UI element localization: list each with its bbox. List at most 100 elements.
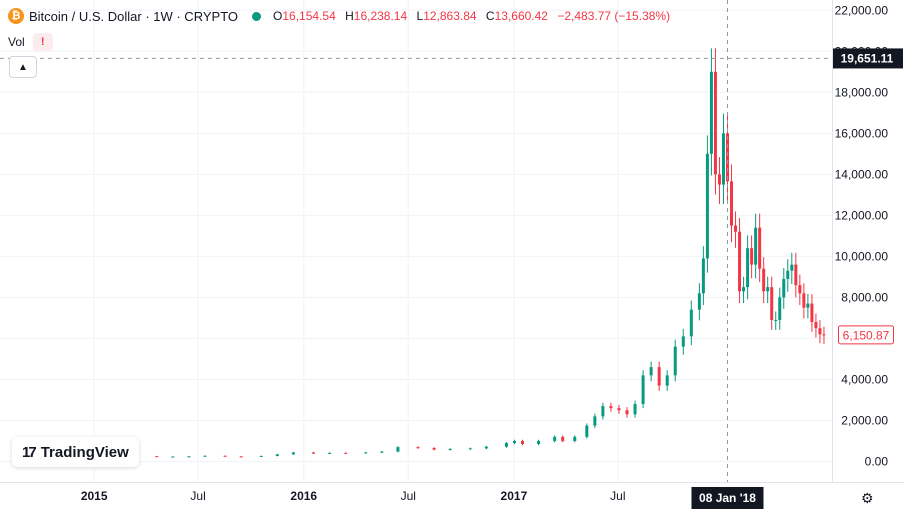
- candle-body: [657, 367, 661, 386]
- candle-body: [798, 285, 802, 294]
- settings-gear-icon[interactable]: ⚙: [861, 490, 874, 506]
- candle-body: [802, 293, 806, 308]
- candle-body: [713, 71, 717, 175]
- candle-body: [730, 181, 734, 226]
- candle-body: [782, 278, 786, 298]
- candle-body: [766, 287, 770, 292]
- time-tick-label: 2016: [290, 489, 317, 503]
- candle-body: [818, 328, 822, 335]
- price-tick-label: 8,000.00: [841, 290, 888, 304]
- candle-body: [786, 270, 790, 279]
- candle-body: [512, 440, 516, 444]
- candle-body: [448, 448, 452, 450]
- candle-body: [432, 447, 436, 450]
- time-tick-label: 2017: [501, 489, 528, 503]
- price-tick-label: 12,000.00: [835, 208, 889, 222]
- symbol-title[interactable]: Bitcoin / U.S. Dollar · 1W · CRYPTO: [29, 8, 239, 24]
- candle-body: [738, 231, 742, 292]
- candle-body: [553, 436, 557, 441]
- time-tick-label: Jul: [190, 489, 205, 503]
- candle-body: [187, 456, 191, 458]
- candle-body: [617, 408, 621, 411]
- price-tick-label: 14,000.00: [835, 167, 889, 181]
- candle-body: [697, 293, 701, 310]
- candle-body: [537, 440, 541, 445]
- tradingview-logo-text: TradingView: [40, 443, 129, 461]
- price-tick-label: 0.00: [865, 454, 889, 468]
- price-axis[interactable]: 0.002,000.004,000.006,000.008,000.0010,0…: [832, 0, 904, 482]
- candle-body: [275, 454, 279, 456]
- candle-body: [328, 452, 332, 454]
- candle-body: [641, 375, 645, 405]
- candle-body: [806, 303, 810, 308]
- candle-body: [609, 406, 613, 409]
- candle-body: [468, 448, 472, 450]
- crosshair-price-marker: [833, 48, 903, 69]
- candle-body: [701, 258, 705, 294]
- candlestick-series: [14, 48, 826, 458]
- warning-icon[interactable]: !: [32, 33, 53, 51]
- candle-body: [171, 456, 175, 458]
- candle-body: [734, 225, 738, 232]
- open-value: 16,154.54: [282, 9, 336, 23]
- price-tick-label: 2,000.00: [841, 413, 888, 427]
- candle-body: [689, 309, 693, 337]
- candle-body: [259, 455, 263, 457]
- low-key: L: [416, 9, 424, 23]
- candle-body: [155, 456, 159, 458]
- candle-body: [717, 174, 721, 185]
- high-key: H: [345, 9, 354, 23]
- price-tick-label: 22,000.00: [835, 3, 889, 17]
- close-key: C: [485, 9, 495, 23]
- crosshair: [0, 0, 832, 482]
- candle-body: [790, 264, 794, 271]
- candle-body: [625, 410, 629, 415]
- candle-body: [794, 264, 798, 286]
- candle-body: [746, 248, 750, 288]
- candle-body: [742, 287, 746, 292]
- time-axis[interactable]: 2015 Jul 2016 Jul 2017 Jul: [0, 482, 904, 504]
- open-key: O: [273, 9, 283, 23]
- crosshair-date-marker: [691, 487, 764, 509]
- volume-label[interactable]: Vol: [8, 35, 25, 49]
- candle-body: [380, 451, 384, 453]
- market-status-icon[interactable]: [252, 11, 262, 21]
- symbol-legend: ₿ Bitcoin / U.S. Dollar · 1W · CRYPTO O1…: [8, 8, 676, 24]
- crosshair-price-label: 19,651.11: [841, 51, 894, 65]
- candle-body: [705, 153, 709, 259]
- time-tick-label: 2015: [81, 489, 108, 503]
- change-value: −2,483.77 (−15.38%): [557, 9, 671, 23]
- candle-body: [774, 319, 778, 321]
- candle-body: [721, 133, 725, 185]
- candle-body: [504, 443, 508, 447]
- candle-body: [344, 452, 348, 454]
- volume-legend: Vol !: [8, 33, 53, 51]
- crosshair-date-label: 08 Jan '18: [699, 491, 756, 505]
- time-tick-label: Jul: [610, 489, 625, 503]
- high-value: 16,238.14: [353, 9, 408, 23]
- candle-body: [585, 425, 589, 437]
- tradingview-logo[interactable]: 17 TradingView: [12, 437, 139, 467]
- candle-body: [223, 455, 227, 457]
- candle-body: [778, 297, 782, 320]
- candle-body: [810, 303, 814, 323]
- candle-body: [770, 287, 774, 320]
- chevron-up-icon[interactable]: ▲: [9, 56, 37, 78]
- candle-body: [754, 227, 758, 265]
- candle-body: [814, 322, 818, 329]
- candle-body: [239, 456, 243, 458]
- candle-body: [665, 375, 669, 386]
- tradingview-logo-mark: 17: [22, 443, 37, 461]
- close-value: 13,660.42: [494, 9, 548, 23]
- bitcoin-icon: ₿: [8, 8, 24, 24]
- price-tick-label: 18,000.00: [835, 85, 889, 99]
- candle-body: [601, 406, 605, 417]
- price-tick-label: 10,000.00: [835, 249, 889, 263]
- price-tick-label: 16,000.00: [835, 126, 889, 140]
- candle-body: [673, 346, 677, 376]
- candle-body: [561, 436, 565, 441]
- candle-body: [750, 248, 754, 265]
- candle-body: [725, 133, 729, 182]
- candle-body: [416, 447, 420, 449]
